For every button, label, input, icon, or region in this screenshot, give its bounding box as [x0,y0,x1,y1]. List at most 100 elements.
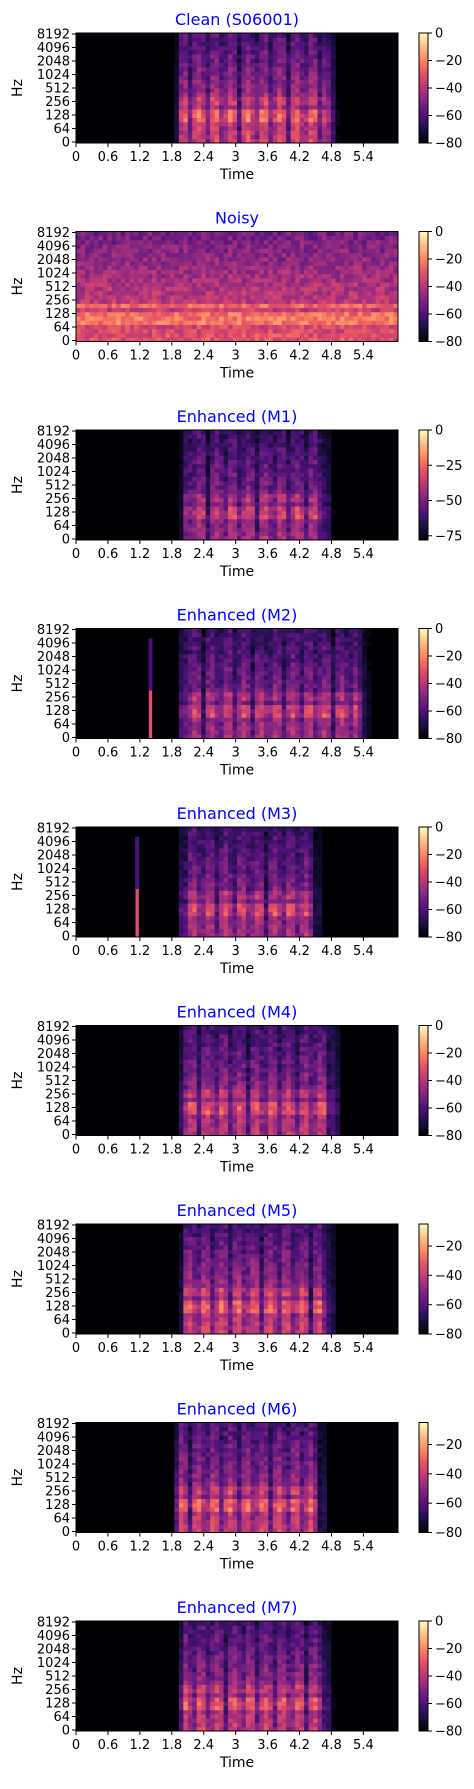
spectrogram-cell [147,269,153,275]
spectrogram-cell [326,45,332,51]
spectrogram-cell [111,282,117,287]
spectrogram-cell [272,430,278,435]
spectrogram-cell [80,256,86,262]
spectrogram-cell [210,100,216,106]
spectrogram-cell [259,96,265,102]
y-tick-label: 2048 [37,253,70,268]
spectrogram-cell [268,438,274,444]
spectrogram-cell [353,248,359,254]
spectrogram-cell [237,109,242,114]
spectrogram-cell [326,691,332,697]
spectrogram-cell [232,734,238,739]
spectrogram-cell [313,501,318,507]
spectrogram-cell [237,675,242,680]
spectrogram-cell [196,328,202,334]
spectrogram-cell [366,282,372,287]
spectrogram-cell [263,645,269,651]
spectrogram-cell [389,278,394,283]
spectrogram-cell [254,527,260,532]
spectrogram-cell [93,303,99,309]
spectrogram-cell [317,446,323,452]
spectrogram-cell [259,476,265,482]
spectrogram-cell [192,239,198,245]
spectrogram-cell [330,117,336,123]
spectrogram-cell [178,113,184,119]
spectrogram-cell [250,273,256,279]
spectrogram-cell [321,320,327,325]
spectrogram-cell [330,62,336,68]
spectrogram-cell [187,244,193,249]
spectrogram-cell [375,333,381,338]
spectrogram-cell [263,653,269,659]
x-tick-label: 0.6 [98,349,119,364]
spectrogram-cell [245,235,251,241]
spectrogram-cell [228,75,233,80]
spectrogram-cell [326,62,332,68]
spectrogram-cell [93,294,99,300]
spectrogram-cell [286,290,292,296]
spectrogram-cell [250,696,256,701]
spectrogram-cell [353,235,359,241]
spectrogram-cell [286,37,292,42]
spectrogram-cell [308,658,314,663]
spectrogram-cell [134,244,140,249]
spectrogram-cell [259,451,265,456]
spectrogram-cell [259,434,265,439]
spectrogram-cell [268,96,274,102]
spectrogram-cell [102,299,108,304]
spectrogram-cell [219,518,224,524]
spectrogram-cell [219,92,224,97]
spectrogram-cell [335,658,341,663]
spectrogram-cell [313,320,318,325]
spectrogram-cell [232,88,238,93]
spectrogram-cell [335,303,341,309]
spectrogram-cell [201,687,207,693]
spectrogram-cell [102,282,108,287]
spectrogram-cell [201,113,207,119]
spectrogram-cell [219,455,224,461]
spectrogram-cell [263,79,269,85]
spectrogram-cell [344,231,350,237]
spectrogram-cell [290,96,296,102]
spectrogram-cell [295,231,301,237]
spectrogram-cell [268,658,274,663]
spectrogram-cell [245,434,251,439]
spectrogram-cell [223,721,229,727]
spectrogram-cell [183,527,189,532]
spectrogram-cell [357,734,363,739]
spectrogram-cell [138,231,144,237]
spectrogram-cell [326,328,332,334]
spectrogram-cell [259,45,265,51]
spectrogram-cell [321,54,327,59]
spectrogram-cell [290,269,296,275]
spectrogram-cell [228,337,233,342]
spectrogram-cell [201,518,207,524]
spectrogram-cell [250,662,256,667]
spectrogram-cell [317,130,323,135]
spectrogram-cell [290,303,296,309]
spectrogram-cell [290,235,296,241]
spectrogram-cell [201,104,207,110]
spectrogram-cell [205,96,211,102]
spectrogram-cell [245,269,251,275]
spectrogram-cell [268,113,274,119]
spectrogram-cell [286,278,292,283]
spectrogram-cell [245,54,251,59]
spectrogram-cell [223,303,229,309]
spectrogram-cell [196,79,202,85]
spectrogram-cell [214,493,220,499]
spectrogram-cell [205,79,211,85]
spectrogram-cell [268,468,274,473]
spectrogram-cell [348,278,354,283]
spectrogram-cell [299,662,305,667]
spectrogram-cell [295,62,301,68]
spectrogram-cell [210,71,216,76]
spectrogram-cell [380,248,385,254]
spectrogram-cell [241,459,247,465]
spectrogram-cell [223,451,229,456]
spectrogram-cell [321,324,327,330]
spectrogram-cell [290,628,296,634]
spectrogram-cell [232,244,238,249]
spectrogram-cell [178,510,184,516]
spectrogram-cell [241,290,247,296]
